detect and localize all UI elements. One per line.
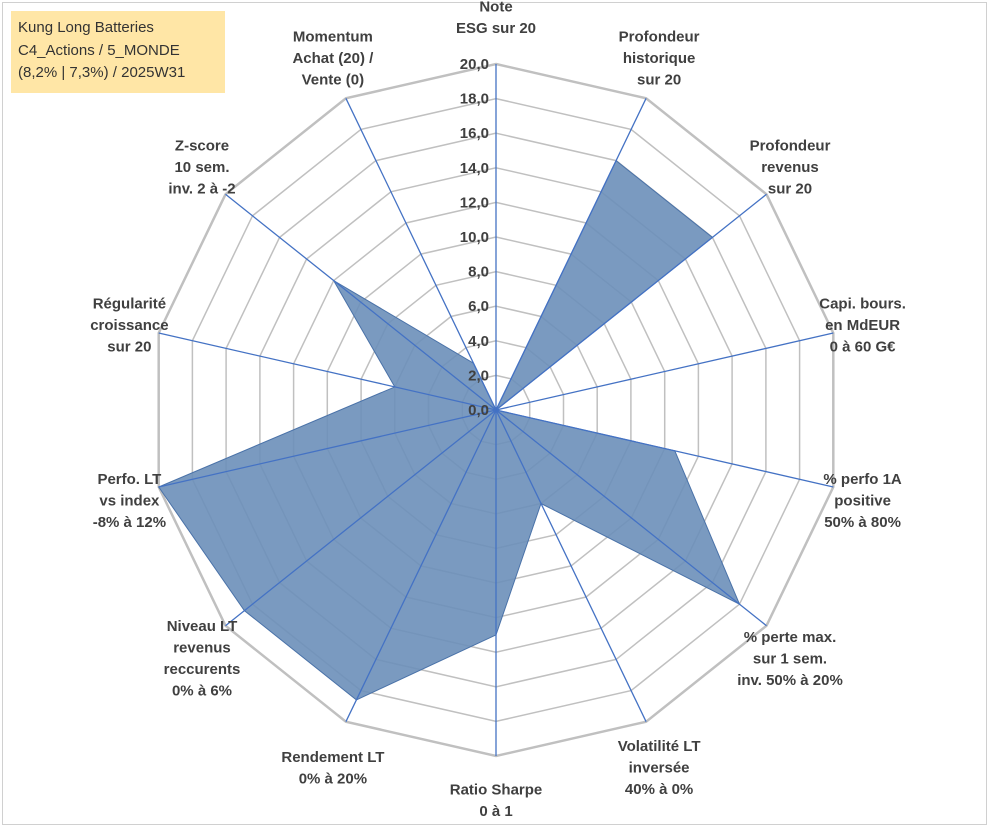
spoke-layer [158,64,834,756]
category-label: sur 1 sem. [753,650,827,667]
category-label: 0% à 20% [299,771,367,788]
category-label: 40% à 0% [625,781,693,798]
axis-spoke [495,409,647,722]
tick-label: 16,0 [460,125,489,142]
category-label: % perte max. [744,629,837,646]
tick-label: 8,0 [468,264,489,281]
category-label: revenus [761,159,819,176]
category-label: Rendement LT [281,749,384,766]
category-label: Vente (0) [302,71,365,88]
category-label: revenus [173,640,231,657]
category-label: positive [834,492,891,509]
axis-spoke [225,193,497,411]
category-label: Achat (20) / [292,50,374,67]
axis-spoke [158,332,497,411]
series-layer [157,159,741,701]
title-line-3: (8,2% | 7,3%) / 2025W31 [18,64,186,81]
category-label: sur 20 [107,339,151,356]
category-label: Volatilité LT [618,738,701,755]
category-label: Niveau LT [167,618,238,635]
axis-spoke [495,98,647,411]
category-label: sur 20 [637,71,681,88]
category-label: 0 à 60 G€ [830,339,897,356]
category-label: Capi. bours. [819,296,906,313]
category-label: inv. 50% à 20% [737,672,843,689]
category-label: Profondeur [750,138,831,155]
category-label: inv. 2 à -2 [168,181,235,198]
category-label: 0 à 1 [479,803,512,820]
axis-spoke [225,409,497,627]
category-label: 0% à 6% [172,683,232,700]
series-area [157,159,741,701]
tick-layer: 0,0 2,0 4,0 6,0 8,0 10,0 12,0 14,0 16,0 18,0 20,0 [460,56,489,419]
tick-label: 14,0 [460,160,489,177]
title-line-1: Kung Long Batteries [18,19,154,36]
label-layer: Note ESG sur 20 Profondeur historique sur 20… [90,0,906,820]
tick-label: 6,0 [468,298,489,315]
category-label: croissance [90,317,168,334]
category-label: en MdEUR [825,317,900,334]
tick-label: 4,0 [468,333,489,350]
tick-label: 18,0 [460,91,489,108]
title-line-2: C4_Actions / 5_MONDE [18,41,180,59]
category-label: Perfo. LT [97,471,161,488]
category-label: 50% à 80% [824,514,901,531]
category-label: % perfo 1A [823,471,902,488]
category-label: vs index [99,492,160,509]
category-label: -8% à 12% [93,514,166,531]
category-label: sur 20 [768,181,812,198]
axis-spoke [345,98,497,411]
category-label: Note [479,0,512,16]
category-label: inversée [629,760,690,777]
tick-label: 10,0 [460,229,489,246]
tick-label: 12,0 [460,194,489,211]
category-label: reccurents [164,661,241,678]
axis-spoke [345,409,497,722]
axis-spoke [158,409,497,488]
category-label: Ratio Sharpe [450,782,543,799]
category-label: ESG sur 20 [456,20,536,37]
tick-label: 20,0 [460,56,489,73]
axis-spoke [495,409,834,488]
chart-title-box: Kung Long Batteries C4_Actions / 5_MONDE… [11,11,225,93]
category-label: Régularité [93,296,166,313]
category-label: Profondeur [619,28,700,45]
axis-spoke [495,193,767,411]
category-label: 10 sem. [174,159,229,176]
category-label: historique [623,50,696,67]
category-label: Momentum [293,28,373,45]
tick-label: 2,0 [468,367,489,384]
tick-label: 0,0 [468,402,489,419]
axis-spoke [495,409,767,627]
axis-spoke [495,332,834,411]
category-label: Z-score [175,138,229,155]
